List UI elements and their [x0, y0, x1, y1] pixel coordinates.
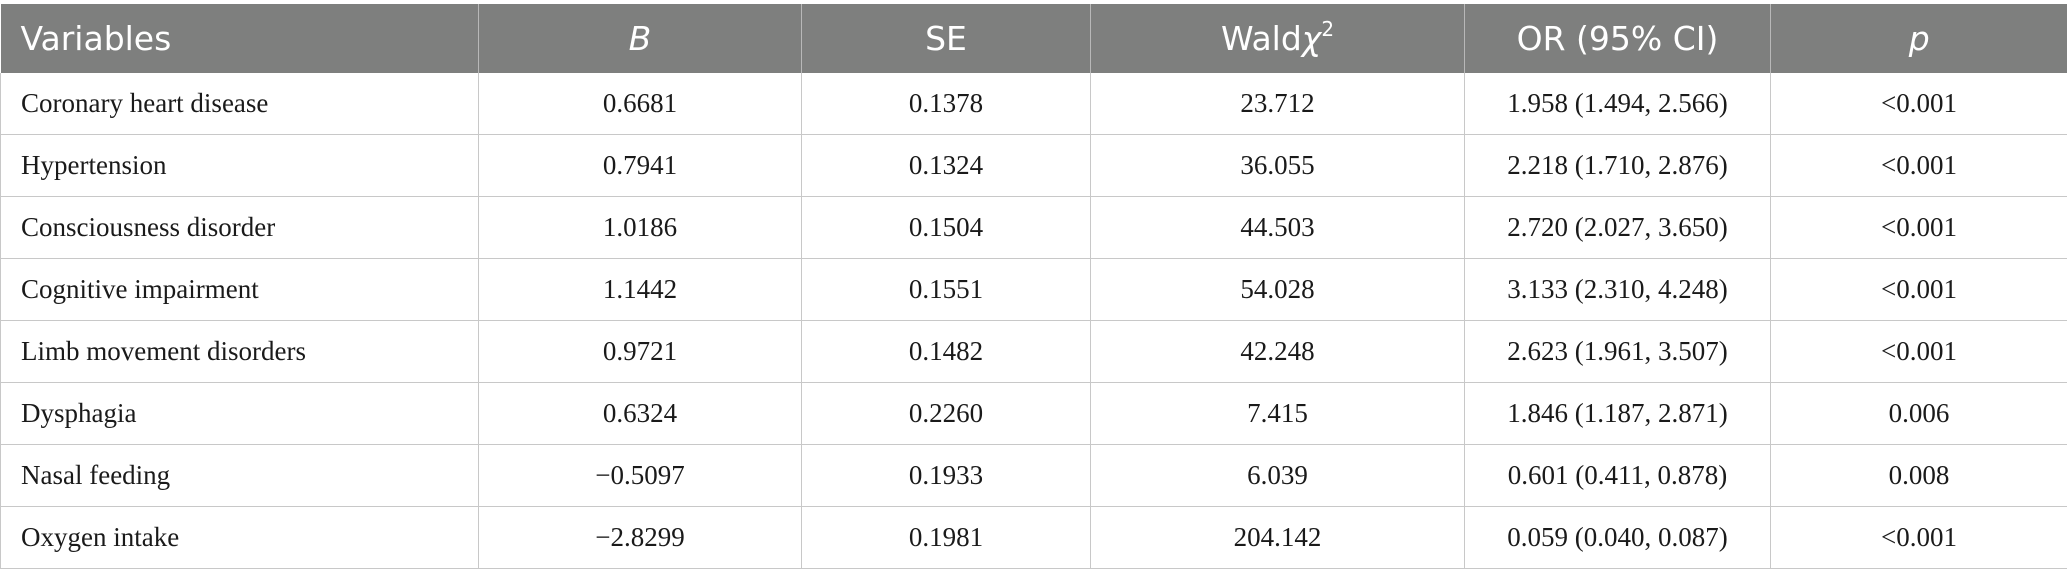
b-cell: 1.1442: [478, 258, 802, 321]
header-or-ci-label: OR (95% CI): [1516, 19, 1719, 58]
variable-cell: Oxygen intake: [0, 506, 479, 569]
header-b-label: B: [628, 19, 652, 58]
table-row: Hypertension 0.7941 0.1324 36.055 2.218 (1.7…: [0, 134, 2067, 197]
wald-cell: 42.248: [1090, 320, 1465, 383]
header-wald-chi2: Waldχ2: [1090, 4, 1465, 73]
regression-table-container: Variables B SE Waldχ2 OR (95% CI) p Coro…: [0, 4, 2067, 569]
or-ci-cell: 0.601 (0.411, 0.878): [1464, 444, 1771, 507]
header-variables: Variables: [0, 4, 479, 73]
variable-cell: Dysphagia: [0, 382, 479, 445]
header-chi-symbol: χ: [1301, 19, 1322, 58]
se-cell: 0.1482: [801, 320, 1091, 383]
p-cell: 0.006: [1770, 382, 2067, 445]
header-chi-superscript: 2: [1321, 17, 1335, 41]
table-row: Limb movement disorders 0.9721 0.1482 42.24…: [0, 320, 2067, 383]
b-cell: −2.8299: [478, 506, 802, 569]
b-cell: 0.9721: [478, 320, 802, 383]
regression-table: Variables B SE Waldχ2 OR (95% CI) p Coro…: [0, 4, 2067, 569]
or-ci-cell: 0.059 (0.040, 0.087): [1464, 506, 1771, 569]
or-ci-cell: 2.720 (2.027, 3.650): [1464, 196, 1771, 259]
p-cell: <0.001: [1770, 320, 2067, 383]
wald-cell: 36.055: [1090, 134, 1465, 197]
variable-cell: Nasal feeding: [0, 444, 479, 507]
wald-cell: 44.503: [1090, 196, 1465, 259]
p-cell: <0.001: [1770, 134, 2067, 197]
variable-cell: Consciousness disorder: [0, 196, 479, 259]
p-cell: <0.001: [1770, 506, 2067, 569]
b-cell: −0.5097: [478, 444, 802, 507]
table-row: Nasal feeding −0.5097 0.1933 6.039 0.601 (0.…: [0, 444, 2067, 507]
se-cell: 0.1551: [801, 258, 1091, 321]
header-b: B: [478, 4, 802, 73]
header-row: Variables B SE Waldχ2 OR (95% CI) p: [0, 4, 2067, 73]
b-cell: 0.6324: [478, 382, 802, 445]
variable-cell: Cognitive impairment: [0, 258, 479, 321]
table-row: Oxygen intake −2.8299 0.1981 204.142 0.059 (…: [0, 506, 2067, 569]
wald-cell: 23.712: [1090, 73, 1465, 135]
header-variables-label: Variables: [20, 19, 172, 58]
or-ci-cell: 2.623 (1.961, 3.507): [1464, 320, 1771, 383]
table-row: Consciousness disorder 1.0186 0.1504 44.503…: [0, 196, 2067, 259]
or-ci-cell: 1.846 (1.187, 2.871): [1464, 382, 1771, 445]
se-cell: 0.1324: [801, 134, 1091, 197]
variable-cell: Hypertension: [0, 134, 479, 197]
se-cell: 0.1504: [801, 196, 1091, 259]
table-row: Coronary heart disease 0.6681 0.1378 23.712…: [0, 73, 2067, 135]
se-cell: 0.1981: [801, 506, 1091, 569]
header-or-ci: OR (95% CI): [1464, 4, 1771, 73]
or-ci-cell: 3.133 (2.310, 4.248): [1464, 258, 1771, 321]
b-cell: 0.6681: [478, 73, 802, 135]
wald-cell: 7.415: [1090, 382, 1465, 445]
wald-cell: 54.028: [1090, 258, 1465, 321]
b-cell: 0.7941: [478, 134, 802, 197]
header-p-label: p: [1908, 19, 1930, 58]
se-cell: 0.1378: [801, 73, 1091, 135]
wald-cell: 6.039: [1090, 444, 1465, 507]
variable-cell: Limb movement disorders: [0, 320, 479, 383]
header-wald-label: Wald: [1220, 19, 1302, 58]
header-se-label: SE: [925, 19, 967, 58]
or-ci-cell: 1.958 (1.494, 2.566): [1464, 73, 1771, 135]
or-ci-cell: 2.218 (1.710, 2.876): [1464, 134, 1771, 197]
p-cell: <0.001: [1770, 258, 2067, 321]
header-se: SE: [801, 4, 1091, 73]
table-row: Dysphagia 0.6324 0.2260 7.415 1.846 (1.187, …: [0, 382, 2067, 445]
table-body: Coronary heart disease 0.6681 0.1378 23.712…: [0, 73, 2067, 569]
wald-cell: 204.142: [1090, 506, 1465, 569]
p-cell: <0.001: [1770, 73, 2067, 135]
p-cell: 0.008: [1770, 444, 2067, 507]
p-cell: <0.001: [1770, 196, 2067, 259]
variable-cell: Coronary heart disease: [0, 73, 479, 135]
se-cell: 0.2260: [801, 382, 1091, 445]
se-cell: 0.1933: [801, 444, 1091, 507]
table-header: Variables B SE Waldχ2 OR (95% CI) p: [0, 4, 2067, 73]
b-cell: 1.0186: [478, 196, 802, 259]
table-row: Cognitive impairment 1.1442 0.1551 54.028 3.…: [0, 258, 2067, 321]
header-p: p: [1770, 4, 2067, 73]
